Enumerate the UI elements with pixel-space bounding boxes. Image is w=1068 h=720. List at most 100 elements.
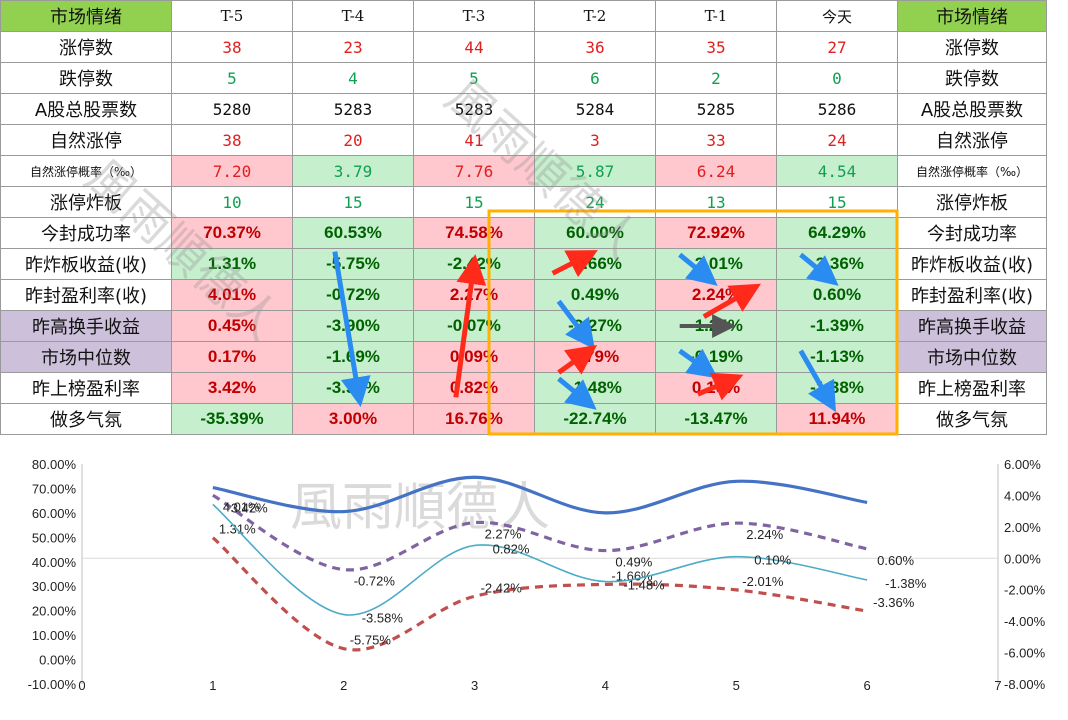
y-tick-left: -10.00% bbox=[28, 677, 77, 692]
table-cell: 38 bbox=[171, 31, 293, 63]
row-label-right: 昨上榜盈利率 bbox=[897, 372, 1047, 404]
series-line bbox=[212, 475, 868, 515]
table-header-row: 市场情绪 T-5 T-4 T-3 T-2 T-1 今天 市场情绪 bbox=[0, 0, 1047, 32]
table-cell: 5 bbox=[413, 62, 535, 94]
series-line bbox=[212, 503, 868, 616]
row-label-right: 涨停炸板 bbox=[897, 186, 1047, 218]
y-tick-left: 50.00% bbox=[32, 530, 77, 545]
row-label-left: 今封成功率 bbox=[0, 217, 172, 249]
y-tick-right: -2.00% bbox=[1004, 583, 1046, 598]
table-cell: 70.37% bbox=[171, 217, 293, 249]
table-cell: 10 bbox=[171, 186, 293, 218]
row-label-left: 昨上榜盈利率 bbox=[0, 372, 172, 404]
table-cell: 41 bbox=[413, 124, 535, 156]
header-col: T-2 bbox=[534, 0, 656, 32]
row-label-right: 做多气氛 bbox=[897, 403, 1047, 435]
table-cell: 44 bbox=[413, 31, 535, 63]
table-cell: -35.39% bbox=[171, 403, 293, 435]
table-cell: 5286 bbox=[776, 93, 898, 125]
y-tick-right: 2.00% bbox=[1004, 520, 1041, 535]
arrow-blue bbox=[799, 252, 839, 286]
y-tick-right: 6.00% bbox=[1004, 457, 1041, 472]
y-tick-left: 10.00% bbox=[32, 628, 77, 643]
table-cell: 4.01% bbox=[171, 279, 293, 311]
table-cell: 16.76% bbox=[413, 403, 535, 435]
row-label-right: A股总股票数 bbox=[897, 93, 1047, 125]
table-cell: 4.54 bbox=[776, 155, 898, 187]
table-cell: 7.76 bbox=[413, 155, 535, 187]
row-label-left: 做多气氛 bbox=[0, 403, 172, 435]
table-cell: 15 bbox=[776, 186, 898, 218]
x-tick: 1 bbox=[209, 678, 216, 693]
y-tick-left: 80.00% bbox=[32, 457, 77, 472]
x-tick: 3 bbox=[471, 678, 478, 693]
series-line bbox=[212, 493, 868, 572]
row-label-left: 昨封盈利率(收) bbox=[0, 279, 172, 311]
data-label: 3.42% bbox=[231, 501, 268, 516]
table-row: 自然涨停概率（‰） 7.20 3.79 7.76 5.87 6.24 4.54 自然涨停概率（… bbox=[0, 155, 1047, 187]
table-row: 昨炸板收益(收) 1.31% -5.75% -2.42% -1.66% -2.01% -3.… bbox=[0, 248, 1047, 280]
row-label-right: 跌停数 bbox=[897, 62, 1047, 94]
y-tick-left: 70.00% bbox=[32, 481, 77, 496]
y-tick-left: 60.00% bbox=[32, 506, 77, 521]
table-cell: 5283 bbox=[292, 93, 414, 125]
y-tick-right: -8.00% bbox=[1004, 677, 1046, 692]
y-tick-left: 0.00% bbox=[39, 653, 76, 668]
arrow-red bbox=[551, 250, 598, 278]
y-tick-left: 20.00% bbox=[32, 604, 77, 619]
arrow-red bbox=[696, 372, 744, 401]
row-label-left: 涨停炸板 bbox=[0, 186, 172, 218]
row-label-left: 市场中位数 bbox=[0, 341, 172, 373]
data-label: -1.48% bbox=[623, 578, 665, 593]
header-col: T-5 bbox=[171, 0, 293, 32]
table-cell: 23 bbox=[292, 31, 414, 63]
market-sentiment-table: 市场情绪 T-5 T-4 T-3 T-2 T-1 今天 市场情绪 涨停数 38 23… bbox=[0, 0, 1047, 435]
table-cell: 6.24 bbox=[655, 155, 777, 187]
table-cell: 0.45% bbox=[171, 310, 293, 342]
data-label: 0.82% bbox=[493, 541, 530, 556]
table-cell: 24 bbox=[534, 186, 656, 218]
arrow-red bbox=[702, 283, 761, 319]
table-cell: 7.20 bbox=[171, 155, 293, 187]
line-chart: 80.00%70.00%60.00%50.00%40.00%30.00%20.0… bbox=[28, 457, 1046, 693]
y-tick-right: -6.00% bbox=[1004, 646, 1046, 661]
row-label-left: 昨高换手收益 bbox=[0, 310, 172, 342]
table-cell: 24 bbox=[776, 124, 898, 156]
table-cell: 0.09% bbox=[413, 341, 535, 373]
data-label: -3.36% bbox=[873, 595, 915, 610]
table-row: 今封成功率 70.37% 60.53% 74.58% 60.00% 72.92% 64.29… bbox=[0, 217, 1047, 249]
data-label: 0.49% bbox=[615, 555, 652, 570]
highlight-box bbox=[487, 209, 899, 436]
annotation-overlay bbox=[332, 209, 899, 436]
table-row: A股总股票数 5280 5283 5283 5284 5285 5286 A股总股票数 bbox=[0, 93, 1047, 125]
row-label-left: 昨炸板收益(收) bbox=[0, 248, 172, 280]
arrow-blue bbox=[678, 252, 718, 286]
table-cell: 1.31% bbox=[171, 248, 293, 280]
arrow-blue bbox=[556, 299, 595, 350]
y-tick-right: 0.00% bbox=[1004, 551, 1041, 566]
table-cell: -1.13% bbox=[776, 341, 898, 373]
y-tick-right: -4.00% bbox=[1004, 614, 1046, 629]
header-col: T-4 bbox=[292, 0, 414, 32]
table-cell: -22.74% bbox=[534, 403, 656, 435]
row-label-right: 今封成功率 bbox=[897, 217, 1047, 249]
table-cell: 0 bbox=[776, 62, 898, 94]
row-label-left: A股总股票数 bbox=[0, 93, 172, 125]
arrow-red bbox=[557, 344, 598, 375]
table-cell: 15 bbox=[292, 186, 414, 218]
data-label: -3.58% bbox=[362, 611, 404, 626]
series-line bbox=[211, 536, 868, 652]
table-cell: -1.39% bbox=[776, 310, 898, 342]
header-col: 今天 bbox=[776, 0, 898, 32]
table-cell: 36 bbox=[534, 31, 656, 63]
data-label: 0.60% bbox=[877, 553, 914, 568]
table-row: 涨停炸板 10 15 15 24 13 15 涨停炸板 bbox=[0, 186, 1047, 218]
data-label: 0.10% bbox=[754, 553, 791, 568]
data-label: 2.27% bbox=[485, 527, 522, 542]
arrow-blue bbox=[678, 348, 719, 379]
data-label: 2.24% bbox=[746, 527, 783, 542]
row-label-right: 昨封盈利率(收) bbox=[897, 279, 1047, 311]
header-right-title: 市场情绪 bbox=[897, 0, 1047, 32]
table-cell: 0.49% bbox=[534, 279, 656, 311]
y-tick-right: 4.00% bbox=[1004, 488, 1041, 503]
